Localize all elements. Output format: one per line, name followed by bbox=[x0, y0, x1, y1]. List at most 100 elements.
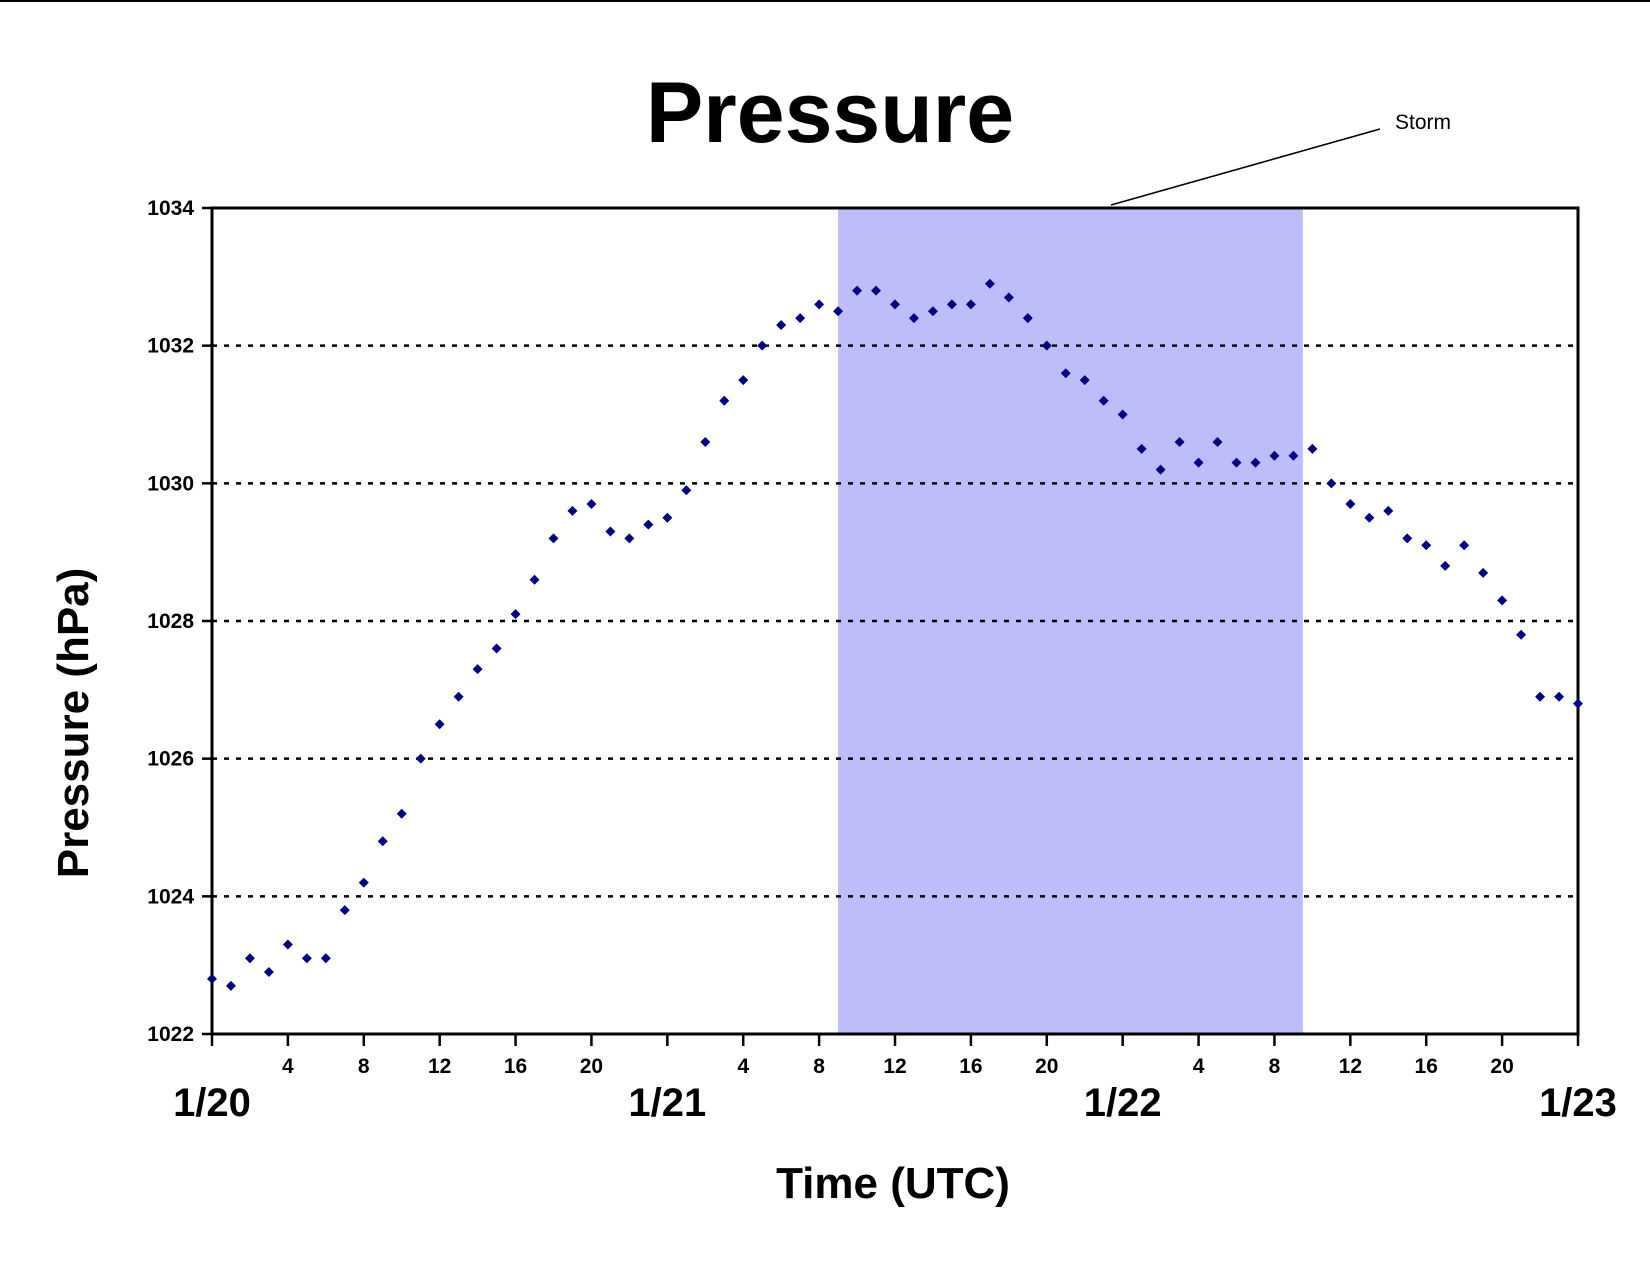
y-tick-label: 1028 bbox=[147, 610, 194, 633]
data-point bbox=[225, 980, 236, 991]
x-tick-label: 20 bbox=[1490, 1055, 1513, 1078]
data-point bbox=[852, 285, 863, 296]
x-tick-label: 4 bbox=[1193, 1055, 1205, 1078]
y-axis-label: Pressure (hPa) bbox=[49, 568, 98, 879]
x-tick-label: 20 bbox=[580, 1055, 603, 1078]
data-point bbox=[1535, 691, 1546, 702]
data-point bbox=[263, 967, 274, 978]
data-point bbox=[1478, 567, 1489, 578]
data-point bbox=[719, 395, 730, 406]
data-point bbox=[946, 299, 957, 310]
storm-annotation-leader bbox=[1110, 128, 1381, 206]
data-point bbox=[358, 877, 369, 888]
x-tick-label: 8 bbox=[1269, 1055, 1281, 1078]
data-point bbox=[396, 808, 407, 819]
data-point bbox=[1288, 450, 1299, 461]
x-axis-label: Time (UTC) bbox=[776, 1159, 1010, 1208]
data-point bbox=[927, 306, 938, 317]
data-point bbox=[1326, 478, 1337, 489]
y-tick-label: 1024 bbox=[147, 885, 194, 908]
data-point bbox=[1231, 457, 1242, 468]
data-point bbox=[548, 533, 559, 544]
data-point bbox=[1250, 457, 1261, 468]
data-point bbox=[908, 313, 919, 324]
data-point bbox=[453, 691, 464, 702]
day-label: 1/22 bbox=[1084, 1081, 1162, 1125]
data-point bbox=[833, 306, 844, 317]
data-point bbox=[1193, 457, 1204, 468]
plot-area: 1022 1024 1026 1028 1030 1032 1034 4 8 12 16 20 4 8 12… bbox=[147, 197, 1617, 1125]
x-tick-label: 16 bbox=[504, 1055, 527, 1078]
data-point bbox=[1516, 629, 1527, 640]
y-tick-label: 1022 bbox=[147, 1023, 194, 1046]
x-tick-label: 20 bbox=[1035, 1055, 1058, 1078]
data-point bbox=[1117, 409, 1128, 420]
data-point bbox=[890, 299, 900, 310]
data-point bbox=[1155, 464, 1166, 475]
storm-highlight-band bbox=[838, 208, 1303, 1034]
data-point bbox=[700, 437, 711, 448]
data-point bbox=[567, 505, 578, 516]
data-point bbox=[1364, 512, 1375, 523]
day-label: 1/21 bbox=[628, 1081, 706, 1125]
data-point bbox=[434, 719, 445, 730]
data-point bbox=[301, 953, 312, 964]
y-tick-label: 1026 bbox=[147, 748, 194, 771]
data-point bbox=[320, 953, 331, 964]
data-point bbox=[244, 953, 255, 964]
data-point bbox=[377, 836, 388, 847]
x-tick-label: 16 bbox=[959, 1055, 982, 1078]
y-tick-label: 1030 bbox=[147, 472, 194, 495]
data-point bbox=[1174, 437, 1185, 448]
data-point bbox=[965, 299, 976, 310]
day-label: 1/20 bbox=[173, 1081, 251, 1125]
day-label: 1/23 bbox=[1539, 1081, 1617, 1125]
data-point bbox=[1383, 505, 1394, 516]
chart-title: Pressure bbox=[646, 65, 1014, 161]
data-point bbox=[662, 512, 673, 523]
data-point bbox=[776, 320, 787, 331]
data-point bbox=[339, 905, 350, 916]
data-point bbox=[984, 278, 995, 289]
data-point bbox=[757, 340, 768, 351]
data-point bbox=[605, 526, 616, 537]
data-point bbox=[1307, 443, 1318, 454]
x-tick-label: 8 bbox=[813, 1055, 825, 1078]
data-point bbox=[1136, 443, 1147, 454]
data-point bbox=[1098, 395, 1109, 406]
x-tick-label: 12 bbox=[1339, 1055, 1362, 1078]
data-point bbox=[1440, 560, 1451, 571]
data-point bbox=[814, 299, 825, 310]
data-point bbox=[510, 609, 521, 620]
x-tick-label: 4 bbox=[282, 1055, 294, 1078]
data-point bbox=[1022, 313, 1033, 324]
data-point bbox=[795, 313, 806, 324]
y-tick-label: 1034 bbox=[147, 197, 194, 220]
x-tick-label: 16 bbox=[1415, 1055, 1438, 1078]
data-point bbox=[529, 574, 540, 585]
x-tick-label: 4 bbox=[737, 1055, 749, 1078]
data-point bbox=[681, 485, 692, 496]
data-point bbox=[415, 753, 426, 764]
data-point bbox=[738, 375, 749, 386]
y-tick-label: 1032 bbox=[147, 335, 194, 358]
data-point bbox=[1003, 292, 1014, 303]
data-point bbox=[1497, 595, 1508, 606]
data-point bbox=[1345, 498, 1356, 509]
data-point bbox=[1079, 375, 1090, 386]
data-point bbox=[1402, 533, 1413, 544]
data-point bbox=[207, 973, 217, 984]
data-point bbox=[1459, 540, 1470, 551]
data-point bbox=[491, 643, 502, 654]
data-point bbox=[472, 664, 483, 675]
x-tick-label: 8 bbox=[358, 1055, 370, 1078]
data-point bbox=[871, 285, 882, 296]
data-point bbox=[1573, 698, 1583, 709]
data-point bbox=[1041, 340, 1052, 351]
data-point bbox=[643, 519, 654, 530]
x-tick-label: 12 bbox=[883, 1055, 906, 1078]
data-point bbox=[1421, 540, 1432, 551]
data-point bbox=[586, 498, 597, 509]
storm-annotation-label: Storm bbox=[1395, 111, 1451, 134]
